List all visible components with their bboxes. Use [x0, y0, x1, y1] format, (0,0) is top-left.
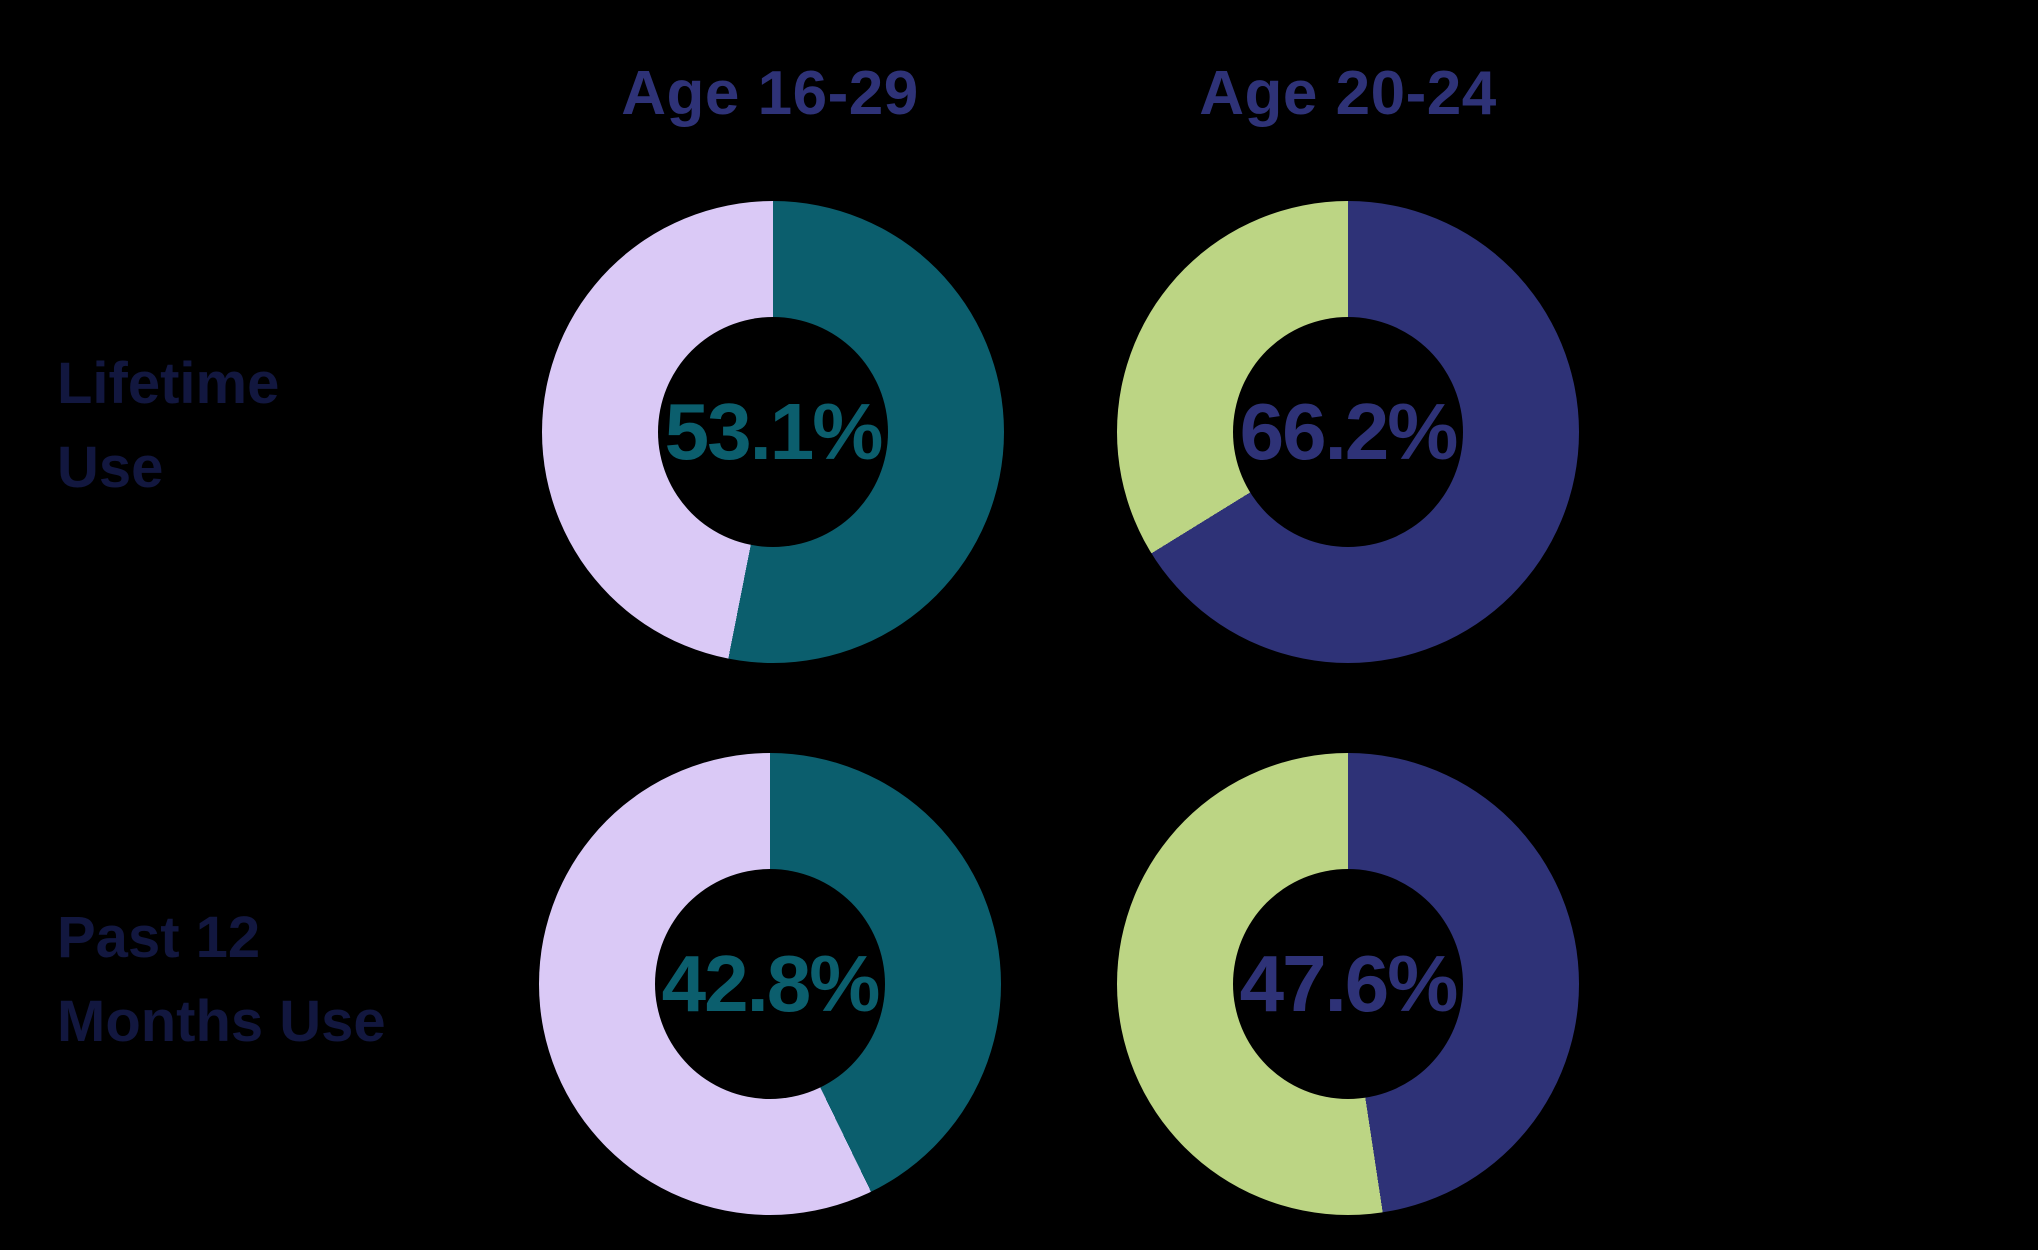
donut-value-label: 47.6%: [1239, 939, 1459, 1028]
donut-hole: 42.8%: [655, 869, 885, 1099]
donut-hole: 53.1%: [658, 317, 888, 547]
row-label-line: Past 12: [57, 905, 261, 970]
column-header-age-16-29: Age 16-29: [621, 59, 919, 128]
row-label-lifetime-use: Lifetime Use: [57, 342, 477, 510]
donut-value-label: 53.1%: [664, 387, 884, 476]
donut-chart-lifetime-age-16-29: 53.1%: [542, 201, 1004, 663]
row-label-line: Months Use: [57, 989, 386, 1055]
row-label-past-12-months-use: Past 12 Months Use: [57, 896, 477, 1064]
donut-chart-past-12-months-age-20-24: 47.6%: [1117, 753, 1579, 1215]
donut-value-label: 42.8%: [661, 939, 881, 1028]
donut-chart-lifetime-age-20-24: 66.2%: [1117, 201, 1579, 663]
donut-chart-past-12-months-age-16-29: 42.8%: [539, 753, 1001, 1215]
row-label-line: Use: [57, 435, 164, 501]
donut-value-label: 66.2%: [1239, 387, 1459, 476]
donut-hole: 47.6%: [1233, 869, 1463, 1099]
row-label-line: Lifetime: [57, 351, 280, 416]
column-header-age-20-24: Age 20-24: [1199, 59, 1497, 128]
donut-hole: 66.2%: [1233, 317, 1463, 547]
